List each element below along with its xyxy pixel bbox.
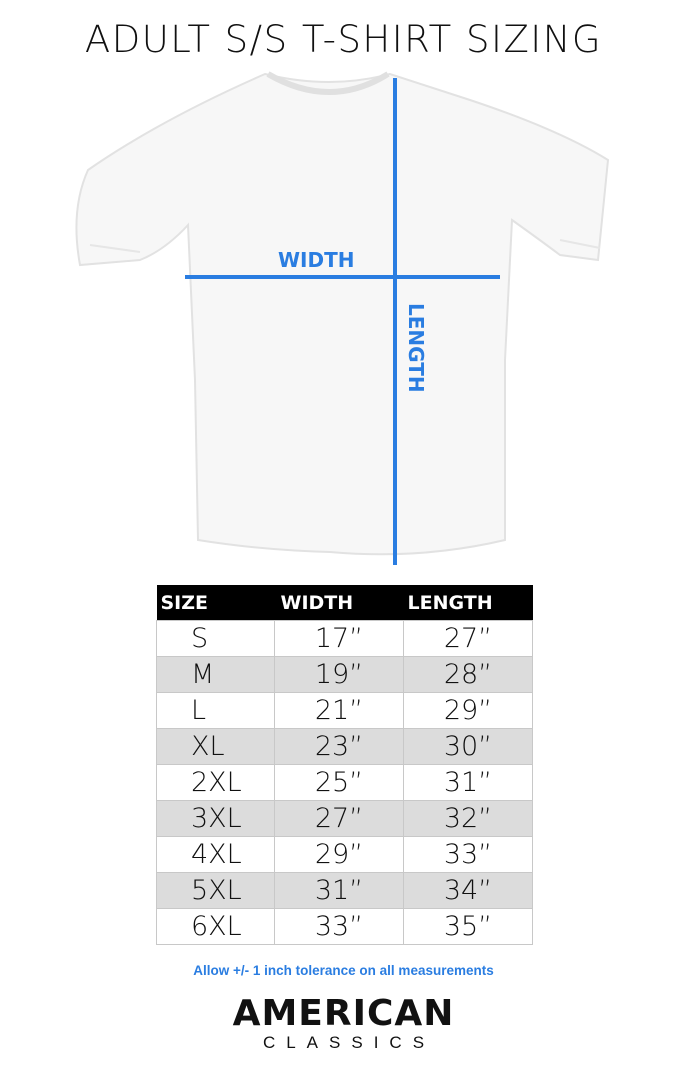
size-cell: 5XL: [156, 872, 275, 909]
table-row: 2XL 25” 31”: [156, 764, 533, 801]
length-cell: 32”: [403, 800, 533, 837]
brand-logo: AMERICAN CLASSICS: [0, 995, 687, 1053]
logo-line2: CLASSICS: [262, 1033, 436, 1052]
table-row: S 17” 27”: [156, 620, 533, 657]
table-row: 4XL 29” 33”: [156, 836, 533, 873]
t-shirt-image: [75, 71, 610, 565]
table-row: 3XL 27” 32”: [156, 800, 533, 837]
size-table: SIZE WIDTH LENGTH S 17” 27” M 19” 28” L 21” 29” X…: [156, 585, 533, 945]
table-row: XL 23” 30”: [156, 728, 533, 765]
table-row: 5XL 31” 34”: [156, 872, 533, 909]
logo-line1: AMERICAN: [232, 993, 455, 1034]
length-cell: 27”: [403, 620, 533, 657]
width-cell: 29”: [274, 836, 404, 873]
width-label: WIDTH: [278, 248, 355, 272]
tolerance-note: Allow +/- 1 inch tolerance on all measur…: [193, 963, 494, 978]
length-cell: 35”: [403, 908, 533, 945]
header-length: LENGTH: [403, 585, 533, 621]
width-cell: 33”: [274, 908, 404, 945]
width-cell: 19”: [274, 656, 404, 693]
table-row: 6XL 33” 35”: [156, 908, 533, 945]
size-cell: M: [156, 656, 275, 693]
length-cell: 29”: [403, 692, 533, 729]
length-cell: 28”: [403, 656, 533, 693]
size-cell: 3XL: [156, 800, 275, 837]
table-row: L 21” 29”: [156, 692, 533, 729]
width-cell: 23”: [274, 728, 404, 765]
length-cell: 30”: [403, 728, 533, 765]
length-cell: 31”: [403, 764, 533, 801]
table-row: M 19” 28”: [156, 656, 533, 693]
size-cell: S: [156, 620, 275, 657]
width-cell: 31”: [274, 872, 404, 909]
size-cell: L: [156, 692, 275, 729]
length-label: LENGTH: [404, 303, 428, 393]
size-cell: 2XL: [156, 764, 275, 801]
length-cell: 34”: [403, 872, 533, 909]
header-width: WIDTH: [274, 585, 404, 621]
page-title: ADULT S/S T-SHIRT SIZING: [84, 18, 603, 61]
header-size: SIZE: [156, 585, 275, 621]
size-cell: 6XL: [156, 908, 275, 945]
width-cell: 25”: [274, 764, 404, 801]
width-cell: 21”: [274, 692, 404, 729]
width-cell: 17”: [274, 620, 404, 657]
length-cell: 33”: [403, 836, 533, 873]
width-cell: 27”: [274, 800, 404, 837]
size-cell: XL: [156, 728, 275, 765]
size-cell: 4XL: [156, 836, 275, 873]
